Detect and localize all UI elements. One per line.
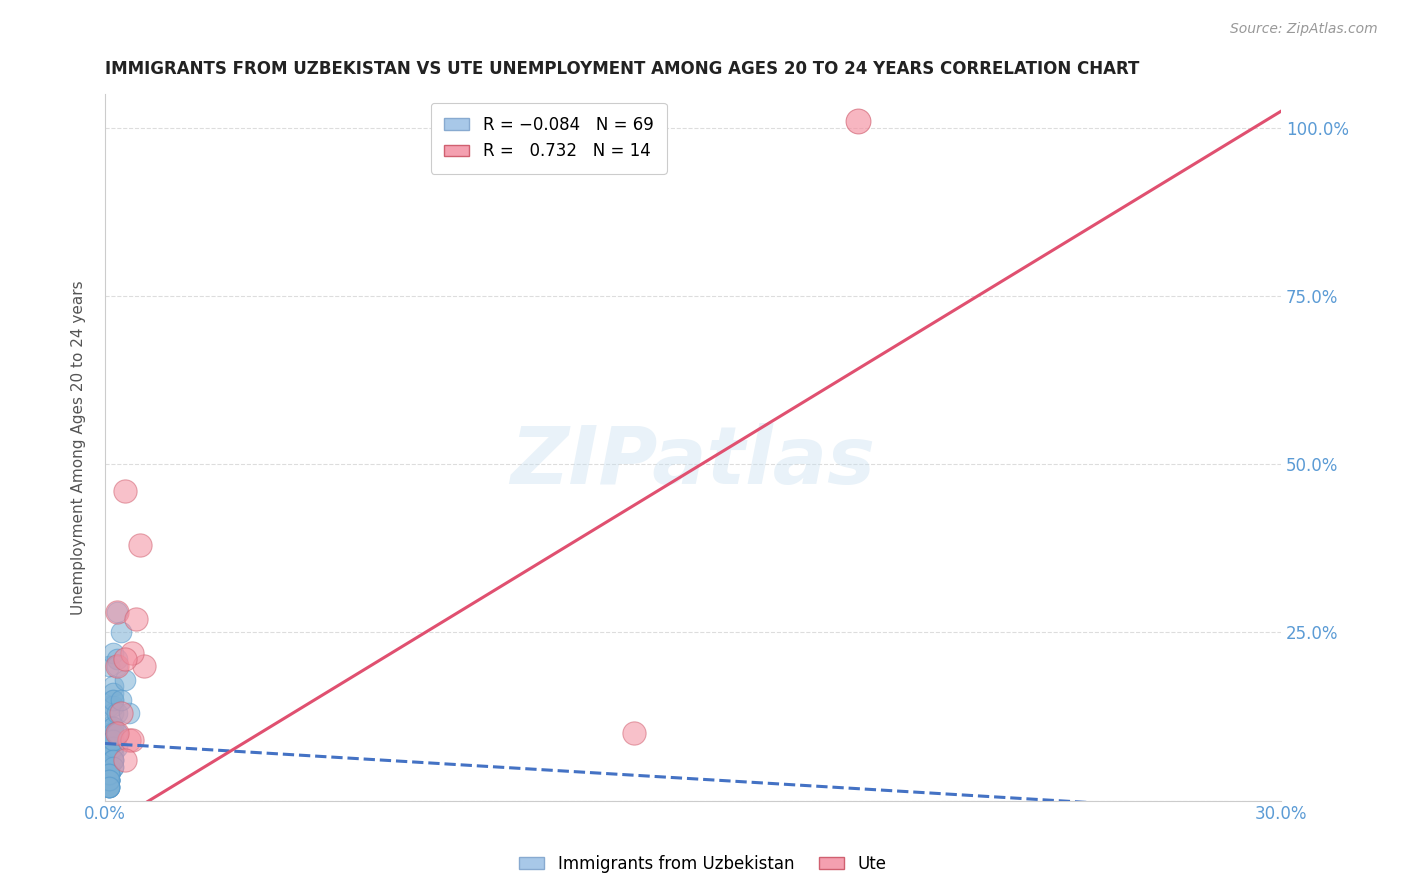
Point: [97, 780, 120, 794]
Text: Source: ZipAtlas.com: Source: ZipAtlas.com: [1230, 22, 1378, 37]
Point: [105, 706, 128, 721]
Point: [97, 760, 120, 774]
Point: [114, 673, 136, 687]
Point: [114, 484, 136, 499]
Point: [97, 780, 120, 794]
Point: [101, 733, 124, 747]
Point: [97, 733, 120, 747]
Point: [105, 739, 128, 754]
Point: [97, 766, 120, 780]
Point: [97, 773, 120, 788]
Point: [97, 766, 120, 780]
Point: [97, 747, 120, 761]
Point: [101, 753, 124, 767]
Legend: Immigrants from Uzbekistan, Ute: Immigrants from Uzbekistan, Ute: [513, 848, 893, 880]
Point: [105, 605, 128, 619]
Point: [97, 766, 120, 780]
Text: IMMIGRANTS FROM UZBEKISTAN VS UTE UNEMPLOYMENT AMONG AGES 20 TO 24 YEARS CORRELA: IMMIGRANTS FROM UZBEKISTAN VS UTE UNEMPL…: [105, 60, 1139, 78]
Point: [97, 747, 120, 761]
Point: [101, 692, 124, 706]
Y-axis label: Unemployment Among Ages 20 to 24 years: Unemployment Among Ages 20 to 24 years: [72, 280, 86, 615]
Point: [97, 760, 120, 774]
Point: [97, 747, 120, 761]
Point: [105, 605, 128, 619]
Point: [114, 652, 136, 666]
Point: [101, 733, 124, 747]
Point: [97, 773, 120, 788]
Point: [97, 773, 120, 788]
Point: [101, 686, 124, 700]
Point: [97, 773, 120, 788]
Point: [101, 699, 124, 714]
Point: [105, 726, 128, 740]
Point: [101, 760, 124, 774]
Point: [125, 612, 148, 626]
Point: [97, 760, 120, 774]
Point: [97, 760, 120, 774]
Legend: R = −0.084   N = 69, R =   0.732   N = 14: R = −0.084 N = 69, R = 0.732 N = 14: [430, 103, 666, 174]
Point: [97, 766, 120, 780]
Point: [97, 733, 120, 747]
Point: [101, 646, 124, 660]
Point: [97, 766, 120, 780]
Point: [117, 733, 139, 747]
Point: [101, 739, 124, 754]
Point: [97, 773, 120, 788]
Point: [97, 773, 120, 788]
Point: [105, 726, 128, 740]
Point: [121, 646, 143, 660]
Point: [846, 114, 869, 128]
Point: [110, 625, 132, 640]
Point: [121, 733, 143, 747]
Point: [97, 766, 120, 780]
Point: [97, 747, 120, 761]
Point: [101, 706, 124, 721]
Point: [623, 726, 645, 740]
Point: [97, 739, 120, 754]
Point: [97, 699, 120, 714]
Point: [114, 753, 136, 767]
Point: [110, 706, 132, 721]
Point: [97, 766, 120, 780]
Point: [105, 726, 128, 740]
Point: [101, 726, 124, 740]
Text: ZIPatlas: ZIPatlas: [510, 423, 876, 500]
Point: [101, 747, 124, 761]
Point: [101, 753, 124, 767]
Point: [97, 780, 120, 794]
Point: [97, 760, 120, 774]
Point: [110, 692, 132, 706]
Point: [97, 766, 120, 780]
Point: [105, 659, 128, 673]
Point: [97, 726, 120, 740]
Point: [101, 679, 124, 693]
Point: [101, 720, 124, 734]
Point: [97, 766, 120, 780]
Point: [101, 760, 124, 774]
Point: [97, 773, 120, 788]
Point: [97, 739, 120, 754]
Point: [129, 538, 152, 552]
Point: [101, 720, 124, 734]
Point: [101, 753, 124, 767]
Point: [105, 659, 128, 673]
Point: [117, 706, 139, 721]
Point: [97, 780, 120, 794]
Point: [105, 652, 128, 666]
Point: [97, 659, 120, 673]
Point: [134, 659, 156, 673]
Point: [97, 733, 120, 747]
Point: [101, 692, 124, 706]
Point: [97, 780, 120, 794]
Point: [97, 720, 120, 734]
